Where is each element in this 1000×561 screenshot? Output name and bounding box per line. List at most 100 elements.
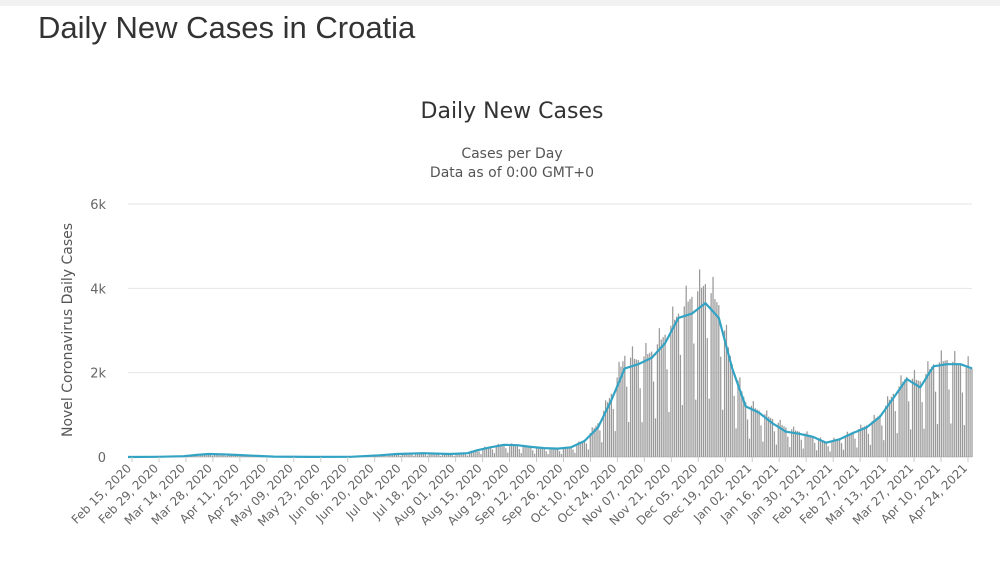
bar (831, 440, 833, 457)
bar (516, 445, 519, 457)
bar (223, 454, 225, 457)
bar (610, 393, 613, 457)
bar (417, 452, 419, 457)
bar (451, 454, 453, 457)
bar (745, 402, 747, 457)
bar (511, 443, 513, 457)
bar (810, 435, 812, 457)
bar (662, 337, 664, 457)
bar (211, 455, 214, 457)
bar (589, 432, 591, 457)
bar (541, 448, 543, 457)
bar (654, 418, 657, 457)
bar (537, 446, 540, 457)
bar (911, 378, 914, 457)
bar (633, 358, 636, 457)
bar (238, 456, 240, 457)
bar (491, 449, 494, 457)
bar (925, 373, 927, 457)
bar (399, 455, 402, 457)
bar (428, 453, 430, 457)
bar (775, 444, 777, 457)
bar (583, 440, 586, 457)
chart-subtitle-1: Cases per Day (461, 146, 562, 162)
bar (424, 454, 426, 457)
bar (722, 409, 724, 457)
bar (453, 455, 455, 457)
bar (785, 427, 787, 457)
bar (756, 409, 758, 457)
bar (894, 411, 896, 457)
bar (629, 357, 632, 457)
bar (464, 454, 467, 457)
bar (888, 399, 891, 457)
bar (827, 446, 829, 457)
bar (840, 443, 843, 457)
bar (677, 313, 680, 457)
bar (624, 355, 626, 457)
bar (520, 453, 522, 457)
bar (392, 454, 394, 457)
bar (875, 417, 877, 457)
bar (551, 447, 553, 457)
bar (817, 438, 820, 457)
bar (940, 350, 942, 457)
page-title: Daily New Cases in Croatia (38, 10, 416, 45)
bar (752, 401, 754, 457)
bar (931, 366, 933, 457)
bar (954, 351, 956, 457)
bar (599, 430, 601, 457)
bar (764, 414, 766, 457)
bar (643, 356, 645, 457)
bar (915, 379, 917, 457)
bar (645, 342, 647, 457)
bar (626, 386, 628, 457)
bar (952, 361, 954, 457)
bar (704, 284, 706, 457)
bar (829, 451, 831, 457)
bar (618, 361, 620, 457)
bar (535, 447, 538, 457)
bar (712, 276, 714, 457)
bar (802, 448, 804, 457)
bar (670, 325, 672, 457)
bar (405, 453, 407, 457)
bar (867, 433, 870, 457)
bar (585, 443, 588, 457)
bar (595, 425, 597, 457)
bar (904, 379, 906, 457)
bar (873, 414, 875, 457)
bar (441, 453, 444, 457)
bar (209, 454, 212, 457)
bar (860, 424, 862, 457)
bar (225, 455, 227, 457)
bar (484, 446, 486, 457)
bar (871, 420, 873, 457)
bar (967, 356, 969, 457)
bar (839, 438, 841, 457)
bar (641, 422, 643, 457)
bar (497, 443, 499, 457)
bar (957, 363, 960, 457)
chart-subtitle-2: Data as of 0:00 GMT+0 (430, 165, 594, 181)
bar (570, 447, 572, 457)
bar (675, 316, 678, 457)
bar (789, 447, 791, 457)
bar (606, 402, 609, 457)
bar (806, 431, 808, 457)
bar (698, 269, 701, 457)
bar (660, 339, 662, 457)
bar (812, 435, 814, 457)
bar (236, 455, 238, 457)
bar (881, 425, 883, 457)
bar (649, 352, 651, 457)
bar (403, 452, 405, 457)
bar (514, 445, 517, 457)
bar (524, 445, 526, 457)
bar (679, 354, 682, 457)
bar (555, 448, 557, 457)
bar (725, 324, 728, 457)
bar (923, 428, 925, 457)
bar (530, 447, 532, 457)
